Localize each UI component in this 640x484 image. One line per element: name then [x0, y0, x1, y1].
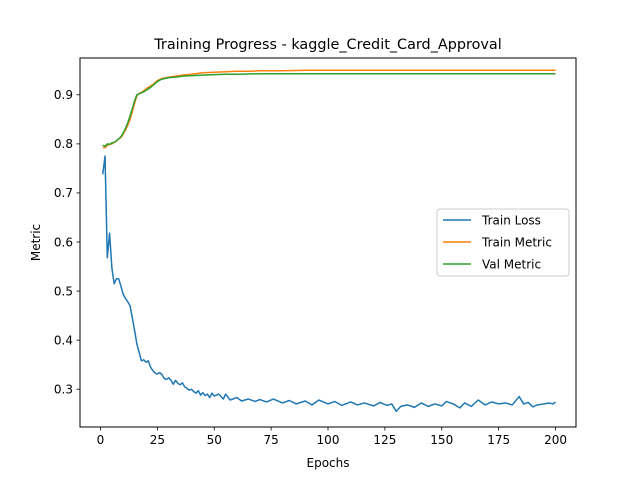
- x-tick-label: 150: [430, 433, 453, 447]
- x-axis-label: Epochs: [307, 456, 350, 470]
- y-tick-label: 0.6: [54, 235, 73, 249]
- x-tick-label: 50: [207, 433, 222, 447]
- x-tick-label: 25: [150, 433, 165, 447]
- legend-label-1: Train Metric: [481, 235, 552, 249]
- chart-title: Training Progress - kaggle_Credit_Card_A…: [153, 37, 502, 53]
- x-axis: 0 25 50 75 100 125 150 175 200: [97, 427, 567, 447]
- legend-label-2: Val Metric: [482, 257, 541, 271]
- x-tick-label: 75: [263, 433, 278, 447]
- series-line-2: [102, 72, 556, 148]
- x-tick-label: 100: [317, 433, 340, 447]
- y-tick-label: 0.4: [54, 333, 73, 347]
- y-tick-label: 0.5: [54, 284, 73, 298]
- y-axis-label: Metric: [29, 224, 43, 261]
- legend-label-0: Train Loss: [481, 213, 541, 227]
- x-tick-label: 200: [544, 433, 567, 447]
- legend: Train Loss Train Metric Val Metric: [436, 208, 570, 277]
- legend-box: [436, 208, 570, 277]
- y-tick-label: 0.7: [54, 186, 73, 200]
- series-line-0: [102, 155, 557, 413]
- plot-lines: [102, 69, 557, 413]
- x-tick-label: 0: [97, 433, 105, 447]
- y-tick-label: 0.3: [54, 383, 73, 397]
- x-tick-label: 175: [487, 433, 510, 447]
- y-tick-label: 0.8: [54, 137, 73, 151]
- x-tick-label: 125: [373, 433, 396, 447]
- y-tick-label: 0.9: [54, 88, 73, 102]
- y-axis: 0.3 0.4 0.5 0.6 0.7 0.8 0.9: [54, 88, 80, 397]
